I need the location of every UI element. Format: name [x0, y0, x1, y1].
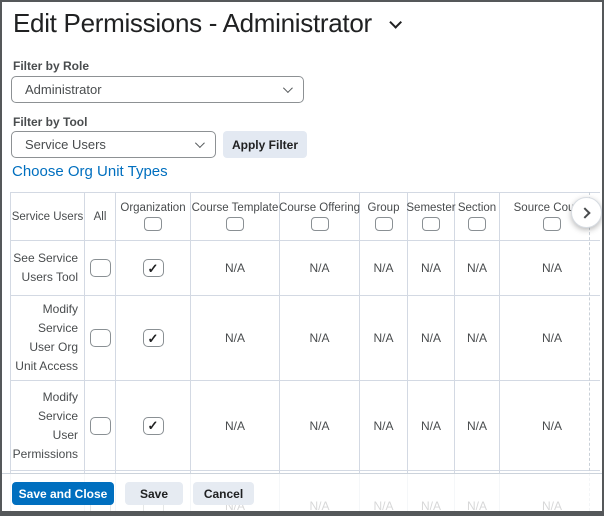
na-cell: N/A — [407, 380, 455, 471]
column-checkbox-course-template[interactable] — [226, 217, 244, 231]
permission-checkbox[interactable] — [89, 329, 111, 347]
column-header-label: Service Users — [11, 210, 84, 223]
choose-org-unit-types-link[interactable]: Choose Org Unit Types — [12, 163, 168, 180]
column-checkbox-semester[interactable] — [422, 217, 440, 231]
column-header-course-template: Course Template — [190, 192, 280, 241]
role-select[interactable]: Administrator — [11, 76, 304, 103]
na-cell: N/A — [407, 295, 455, 381]
apply-filter-button[interactable]: Apply Filter — [223, 131, 307, 158]
na-cell: N/A — [190, 380, 280, 471]
na-cell: N/A — [279, 240, 360, 296]
na-cell: N/A — [359, 295, 408, 381]
na-cell: N/A — [279, 295, 360, 381]
permission-label: Modify Service User Org Unit Access — [10, 295, 85, 381]
permission-label: See Service Users Tool — [10, 240, 85, 296]
table-row: Modify Service User PermissionsN/AN/AN/A… — [10, 380, 600, 471]
action-footer: Save and Close Save Cancel — [2, 473, 602, 511]
table-scroll-right-button[interactable] — [571, 197, 602, 228]
permission-label: Modify Service User Permissions — [10, 380, 85, 471]
na-cell: N/A — [499, 380, 600, 471]
column-header-label: Course Template — [191, 202, 279, 214]
cancel-button[interactable]: Cancel — [193, 482, 254, 505]
checkbox-cell — [115, 380, 191, 471]
na-cell: N/A — [499, 240, 600, 296]
checkbox-cell — [84, 380, 116, 471]
save-button[interactable]: Save — [125, 482, 183, 505]
column-header-label: All — [93, 210, 107, 223]
column-header-course-offering: Course Offering — [279, 192, 360, 241]
chevron-right-icon — [579, 206, 591, 219]
na-cell: N/A — [190, 295, 280, 381]
table-row: Modify Service User Org Unit AccessN/AN/… — [10, 295, 600, 381]
column-header-semester: Semester — [406, 192, 456, 241]
permissions-table: Service Users All Organization Course Templ… — [10, 192, 600, 511]
column-checkbox-section[interactable] — [468, 217, 486, 231]
na-cell: N/A — [279, 380, 360, 471]
chevron-down-icon — [194, 138, 205, 149]
column-checkbox-source-course[interactable] — [543, 217, 561, 231]
column-header-label: Section — [457, 202, 497, 214]
chevron-down-icon — [282, 83, 293, 94]
save-and-close-button[interactable]: Save and Close — [12, 482, 114, 505]
page-title-row: Edit Permissions - Administrator — [13, 8, 402, 39]
column-header-label: Semester — [406, 202, 456, 214]
checkbox-cell — [84, 240, 116, 296]
column-checkbox-course-offering[interactable] — [310, 217, 329, 231]
column-header-all: All — [84, 192, 116, 241]
column-header-label: Course Offering — [279, 202, 360, 214]
na-cell: N/A — [454, 240, 500, 296]
column-header-organization: Organization — [115, 192, 191, 241]
chevron-down-icon[interactable] — [389, 16, 402, 29]
permission-checkbox[interactable] — [89, 259, 111, 277]
permission-checkbox-checked[interactable] — [142, 329, 164, 347]
column-checkbox-group[interactable] — [374, 217, 393, 231]
checkbox-cell — [115, 295, 191, 381]
permission-checkbox[interactable] — [89, 416, 111, 435]
checkbox-cell — [115, 240, 191, 296]
table-row: See Service Users ToolN/AN/AN/AN/AN/AN/A — [10, 240, 600, 296]
na-cell: N/A — [359, 240, 408, 296]
permission-checkbox-checked[interactable] — [142, 416, 164, 435]
na-cell: N/A — [359, 380, 408, 471]
na-cell: N/A — [499, 295, 600, 381]
column-header-label: Organization — [120, 202, 186, 214]
permissions-table-container: Service Users All Organization Course Templ… — [10, 192, 600, 511]
role-select-value: Administrator — [25, 82, 102, 97]
filter-by-tool-label: Filter by Tool — [13, 115, 88, 129]
filter-by-role-label: Filter by Role — [13, 59, 90, 73]
column-header-section: Section — [454, 192, 500, 241]
column-checkbox-organization[interactable] — [144, 217, 162, 231]
column-header-group: Group — [359, 192, 408, 241]
column-header-service-users: Service Users — [10, 192, 85, 241]
na-cell: N/A — [454, 295, 500, 381]
checkbox-cell — [84, 295, 116, 381]
permission-checkbox-checked[interactable] — [142, 259, 164, 277]
tool-select[interactable]: Service Users — [11, 131, 216, 158]
na-cell: N/A — [407, 240, 455, 296]
tool-select-value: Service Users — [25, 137, 106, 152]
na-cell: N/A — [454, 380, 500, 471]
na-cell: N/A — [190, 240, 280, 296]
page-title: Edit Permissions - Administrator — [13, 8, 372, 38]
column-header-label: Group — [367, 202, 400, 214]
